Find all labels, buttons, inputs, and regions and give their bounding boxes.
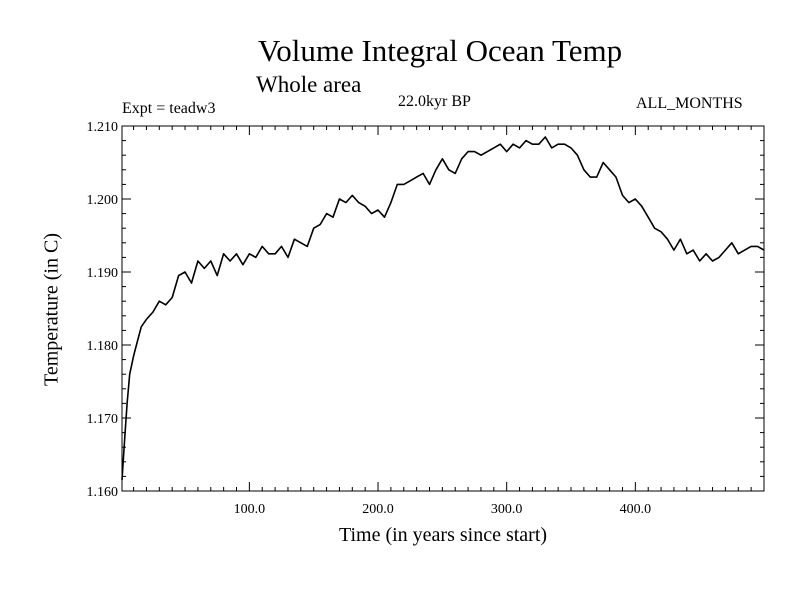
period-label: 22.0kyr BP <box>398 93 471 110</box>
y-tick-label: 1.170 <box>87 412 119 427</box>
plot-frame <box>121 125 765 492</box>
months-label: ALL_MONTHS <box>636 95 743 112</box>
x-tick-label: 300.0 <box>491 502 523 517</box>
y-tick-label: 1.180 <box>87 339 119 354</box>
y-axis-label: Temperature (in C) <box>40 233 63 386</box>
chart-subtitle: Whole area <box>256 72 362 97</box>
y-tick-label: 1.190 <box>87 266 119 281</box>
series-line <box>121 136 765 481</box>
x-tick-label: 100.0 <box>234 502 266 517</box>
y-tick-label: 1.210 <box>87 120 119 135</box>
axis-ticks <box>122 126 764 491</box>
chart-title: Volume Integral Ocean Temp <box>257 33 623 68</box>
x-axis-label: Time (in years since start) <box>338 524 548 546</box>
x-tick-label: 200.0 <box>362 502 394 517</box>
axis-tick-labels: 100.0 200.0 300.0 400.0 1.160 1.170 1.180 1.190… <box>87 120 652 517</box>
y-tick-label: 1.200 <box>87 193 119 208</box>
y-tick-label: 1.160 <box>87 485 119 500</box>
experiment-label: Expt = teadw3 <box>122 100 216 117</box>
x-tick-label: 400.0 <box>620 502 652 517</box>
